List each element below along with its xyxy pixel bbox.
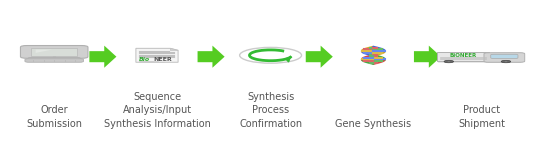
Text: Bio: Bio (139, 57, 150, 62)
Circle shape (444, 60, 454, 63)
FancyBboxPatch shape (25, 59, 83, 62)
Text: Product
Shipment: Product Shipment (458, 105, 505, 129)
Polygon shape (414, 46, 441, 68)
Text: BiONEER: BiONEER (449, 53, 476, 58)
Circle shape (447, 61, 451, 62)
FancyBboxPatch shape (20, 46, 88, 58)
Text: Order
Submission: Order Submission (26, 105, 82, 129)
Circle shape (504, 61, 508, 62)
Text: Sequence
Analysis/Input
Synthesis Information: Sequence Analysis/Input Synthesis Inform… (104, 92, 210, 129)
Polygon shape (89, 46, 116, 68)
Circle shape (501, 60, 511, 63)
Text: NEER: NEER (154, 57, 173, 62)
FancyBboxPatch shape (491, 54, 518, 59)
Text: Gene Synthesis: Gene Synthesis (335, 119, 411, 129)
FancyBboxPatch shape (28, 57, 80, 60)
Polygon shape (198, 46, 225, 68)
Text: Synthesis
Process
Confirmation: Synthesis Process Confirmation (239, 92, 302, 129)
Polygon shape (136, 48, 178, 62)
Polygon shape (306, 46, 333, 68)
FancyBboxPatch shape (31, 49, 77, 56)
FancyBboxPatch shape (437, 52, 490, 61)
Polygon shape (171, 48, 178, 50)
Polygon shape (36, 50, 52, 53)
FancyBboxPatch shape (484, 53, 525, 62)
